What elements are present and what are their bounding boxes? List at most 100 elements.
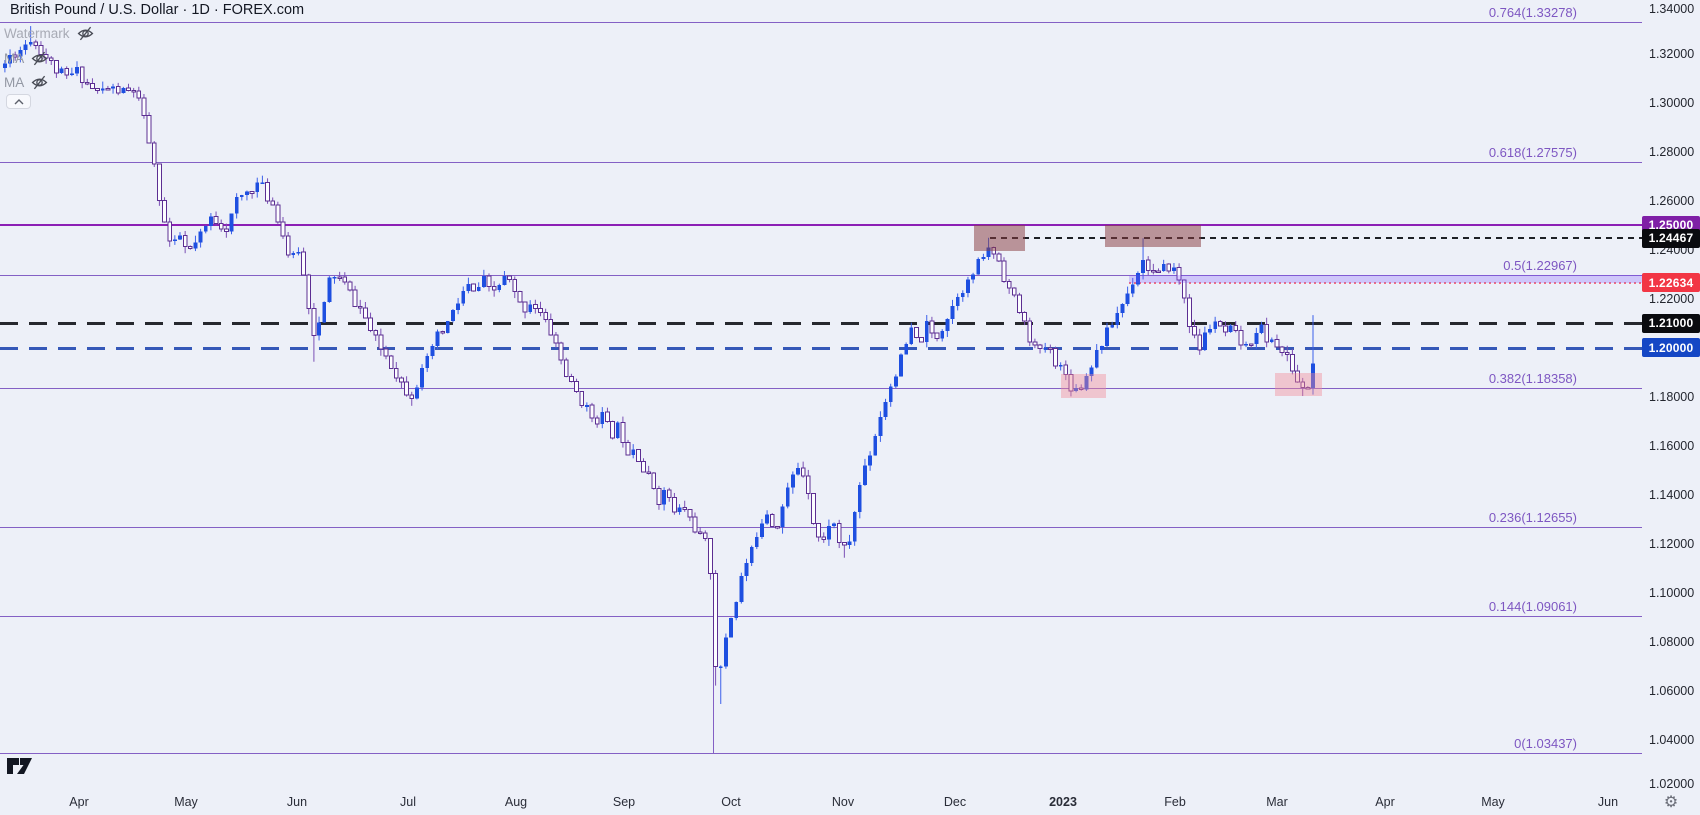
tradingview-logo[interactable]: [6, 755, 34, 777]
price-axis-tick: 1.02000: [1649, 777, 1695, 791]
price-axis-tick: 1.08000: [1649, 634, 1695, 649]
candle-up: [888, 386, 893, 402]
price-axis-tick: 1.04000: [1649, 732, 1695, 747]
time-axis-label: Mar: [1266, 795, 1288, 809]
candle-up: [631, 449, 636, 456]
candle-down: [218, 222, 224, 230]
candle-up: [744, 563, 749, 576]
candle-down: [836, 522, 842, 544]
chart-plot-area[interactable]: 0.764(1.33278) 0.618(1.27575) 0.5(1.22967)…: [0, 0, 1642, 790]
ma-label: MA: [4, 75, 25, 90]
price-line: [1129, 281, 1642, 284]
price-axis-tick: 1.14000: [1649, 487, 1695, 502]
candle-up: [100, 88, 105, 91]
fib-level-label: 0.382(1.18358): [1488, 370, 1577, 386]
candle-down: [594, 417, 600, 425]
candle-down: [187, 245, 193, 250]
candle-up: [1259, 324, 1264, 334]
candle-down: [666, 489, 672, 499]
candle-up: [430, 345, 435, 356]
candle-down: [625, 441, 631, 456]
candle-down: [934, 332, 940, 340]
time-axis-label: Apr: [69, 795, 89, 809]
candle-down: [337, 276, 343, 279]
candle-up: [868, 455, 872, 466]
candle-up: [729, 618, 733, 638]
candle-down: [805, 475, 811, 494]
price-line: [990, 237, 1642, 239]
candle-up: [1269, 339, 1274, 343]
candle-down: [285, 235, 291, 256]
candle-up: [445, 321, 450, 333]
candle-down: [54, 60, 59, 74]
candle-up: [662, 489, 666, 505]
fib-band: [1129, 274, 1642, 283]
candle-down: [538, 307, 543, 313]
candle-up: [899, 354, 903, 377]
candle-down: [1176, 267, 1182, 281]
candle-up: [1254, 333, 1259, 345]
candle-up: [1130, 284, 1135, 294]
time-axis[interactable]: ⚙ Apr May Jun Jul Aug Sep Oct Nov Dec 2023 Feb Mar A…: [0, 790, 1700, 815]
legend-collapse-button[interactable]: [6, 94, 31, 109]
gear-icon[interactable]: ⚙: [1660, 792, 1682, 814]
fib-level-line: [0, 615, 1642, 617]
candle-down: [563, 359, 569, 378]
candle-down: [404, 381, 410, 396]
ma-legend-row-2[interactable]: MA: [4, 74, 48, 91]
candle-down: [522, 301, 528, 313]
candle-down: [393, 367, 399, 379]
candle-down: [1063, 364, 1069, 375]
candle-up: [466, 283, 471, 292]
fib-labels-layer: 0.764(1.33278) 0.618(1.27575) 0.5(1.22967)…: [1488, 5, 1577, 751]
ma-legend-row-1[interactable]: MA: [4, 50, 48, 67]
eye-slash-icon[interactable]: [77, 25, 94, 42]
watermark-label: Watermark: [4, 26, 70, 41]
fib-level-label: 0.764(1.33278): [1488, 5, 1577, 21]
candle-up: [415, 387, 419, 399]
candle-up: [456, 303, 460, 311]
candle-down: [64, 68, 70, 76]
candle-up: [1244, 343, 1248, 346]
candle-up: [461, 291, 466, 304]
candle-down: [1279, 346, 1285, 353]
time-axis-label: May: [1481, 795, 1505, 809]
eye-slash-icon[interactable]: [31, 50, 48, 67]
candle-up: [677, 507, 682, 512]
price-axis[interactable]: 1.34000 1.32000 1.30000 1.28000 1.26000 1.240…: [1642, 0, 1700, 791]
time-axis-label: Jun: [1597, 795, 1619, 809]
candle-up: [852, 512, 857, 542]
eye-slash-icon[interactable]: [31, 74, 48, 91]
candle-up: [425, 355, 430, 369]
candle-down: [486, 275, 492, 288]
candle-down: [708, 538, 713, 575]
candle-up: [847, 541, 852, 545]
candle-down: [347, 281, 353, 291]
candle-up: [1202, 332, 1207, 350]
candle-down: [1068, 373, 1074, 392]
candle-up: [476, 287, 481, 291]
candle-up: [1213, 321, 1218, 330]
candle-down: [1197, 334, 1203, 351]
candle-up: [1311, 363, 1315, 388]
candle-down: [1305, 386, 1311, 390]
candle-down: [270, 200, 276, 206]
candle-up: [1208, 329, 1212, 333]
candle-up: [1136, 272, 1140, 285]
candle-up: [327, 277, 332, 303]
watermark-legend-row[interactable]: Watermark: [4, 25, 94, 42]
candle-down: [33, 41, 39, 46]
candle-down: [151, 142, 157, 165]
candlestick-chart[interactable]: [0, 0, 1642, 790]
candle-down: [610, 421, 616, 439]
time-axis-label: Apr: [1375, 795, 1395, 809]
candle-up: [8, 55, 12, 64]
candle-up: [245, 191, 249, 195]
candle-up: [332, 276, 337, 279]
candle-up: [754, 537, 759, 547]
candle-up: [1110, 324, 1115, 328]
candle-up: [1141, 260, 1145, 273]
candle-down: [1078, 387, 1084, 391]
candle-up: [528, 304, 533, 312]
candle-down: [84, 81, 90, 85]
